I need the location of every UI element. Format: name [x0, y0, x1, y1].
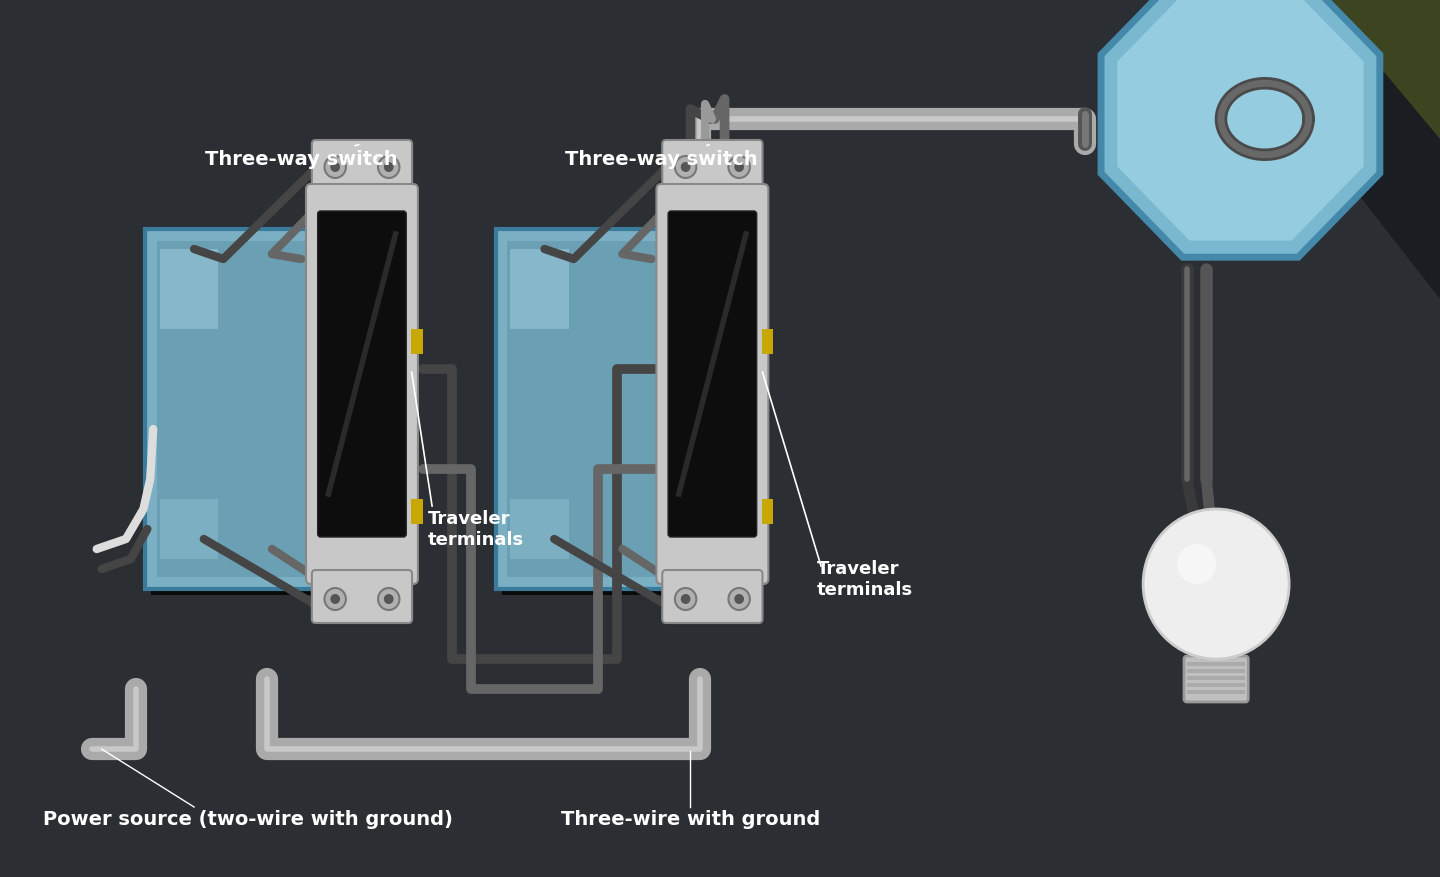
FancyBboxPatch shape: [501, 236, 711, 595]
Circle shape: [681, 595, 691, 604]
Polygon shape: [1207, 0, 1440, 300]
FancyBboxPatch shape: [318, 211, 406, 538]
FancyBboxPatch shape: [1187, 690, 1246, 695]
FancyBboxPatch shape: [157, 242, 343, 577]
Polygon shape: [1102, 0, 1380, 258]
Text: Traveler
terminals: Traveler terminals: [428, 510, 524, 548]
FancyBboxPatch shape: [495, 230, 706, 589]
Circle shape: [734, 163, 744, 173]
Text: Three-way switch: Three-way switch: [564, 146, 757, 168]
Text: Three-way switch: Three-way switch: [204, 146, 397, 168]
FancyBboxPatch shape: [1187, 683, 1246, 688]
FancyBboxPatch shape: [510, 250, 569, 330]
FancyBboxPatch shape: [507, 242, 694, 577]
FancyBboxPatch shape: [1184, 656, 1248, 702]
FancyBboxPatch shape: [160, 499, 219, 560]
FancyBboxPatch shape: [1187, 669, 1246, 674]
Circle shape: [330, 595, 340, 604]
FancyBboxPatch shape: [412, 330, 423, 354]
Circle shape: [379, 588, 399, 610]
FancyBboxPatch shape: [412, 499, 423, 524]
Circle shape: [734, 595, 744, 604]
Circle shape: [384, 163, 393, 173]
FancyBboxPatch shape: [151, 236, 360, 595]
FancyBboxPatch shape: [160, 250, 219, 330]
Circle shape: [729, 588, 750, 610]
Circle shape: [384, 595, 393, 604]
FancyBboxPatch shape: [668, 211, 756, 538]
FancyBboxPatch shape: [662, 141, 763, 199]
Circle shape: [324, 157, 346, 179]
FancyBboxPatch shape: [1187, 662, 1246, 667]
Circle shape: [330, 163, 340, 173]
Text: Traveler
terminals: Traveler terminals: [816, 560, 913, 598]
Polygon shape: [1117, 0, 1364, 241]
Circle shape: [675, 588, 697, 610]
Text: Three-wire with ground: Three-wire with ground: [560, 809, 821, 828]
FancyBboxPatch shape: [662, 570, 763, 624]
Circle shape: [675, 157, 697, 179]
Circle shape: [379, 157, 399, 179]
FancyBboxPatch shape: [762, 330, 773, 354]
Polygon shape: [1323, 0, 1440, 139]
FancyBboxPatch shape: [145, 230, 354, 589]
Circle shape: [324, 588, 346, 610]
FancyBboxPatch shape: [305, 185, 418, 584]
Text: Power source (two-wire with ground): Power source (two-wire with ground): [43, 809, 452, 828]
Circle shape: [1143, 510, 1289, 660]
FancyBboxPatch shape: [657, 185, 769, 584]
FancyBboxPatch shape: [312, 570, 412, 624]
FancyBboxPatch shape: [510, 499, 569, 560]
FancyBboxPatch shape: [762, 499, 773, 524]
Circle shape: [681, 163, 691, 173]
Circle shape: [1176, 545, 1217, 584]
Polygon shape: [1189, 634, 1243, 660]
FancyBboxPatch shape: [1187, 676, 1246, 681]
Circle shape: [729, 157, 750, 179]
FancyBboxPatch shape: [312, 141, 412, 199]
